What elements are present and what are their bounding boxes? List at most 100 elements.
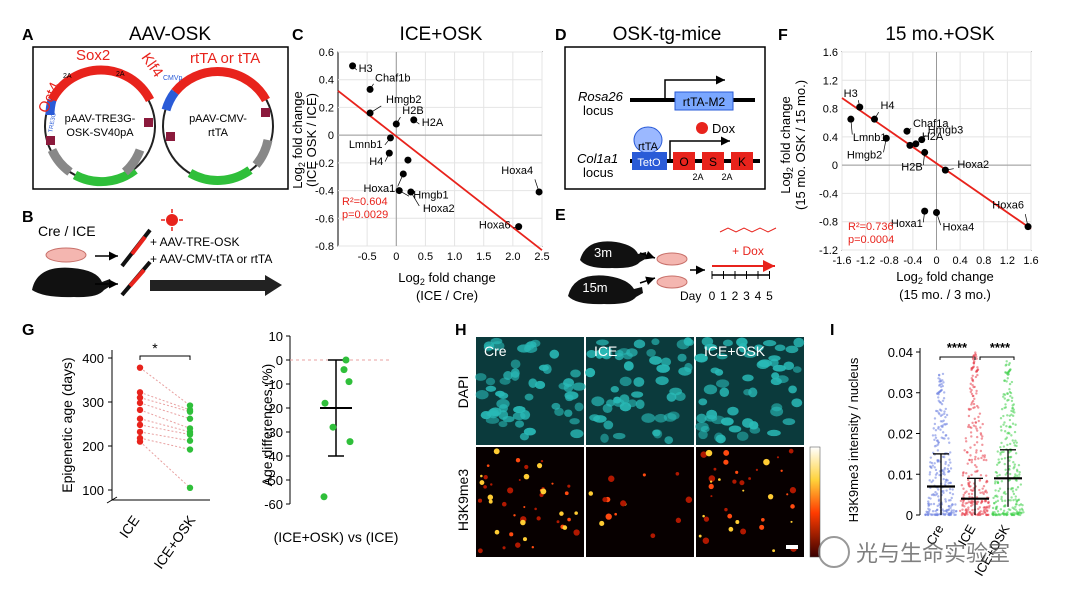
cell-point xyxy=(924,513,927,516)
nucleus xyxy=(565,394,574,402)
foci xyxy=(620,500,627,507)
cell-point xyxy=(961,474,965,477)
cell-point xyxy=(1010,380,1014,384)
y-tick-label: -10 xyxy=(264,377,283,392)
foci xyxy=(573,529,580,536)
nucleus xyxy=(498,420,508,428)
cell-point xyxy=(1000,457,1004,461)
cell-point xyxy=(964,440,968,443)
difference-point xyxy=(345,378,353,386)
arrow xyxy=(639,276,656,286)
foci xyxy=(477,498,483,503)
nucleus xyxy=(677,353,687,362)
nucleus xyxy=(485,385,497,392)
difference-point xyxy=(321,399,329,407)
x-tick-label: -1.6 xyxy=(833,255,852,267)
cell-point xyxy=(993,510,996,514)
cell-point xyxy=(975,370,979,373)
cell-point xyxy=(950,496,953,500)
cell-point xyxy=(970,512,973,515)
cell-point xyxy=(998,473,1001,477)
point-label: Hoxa4 xyxy=(943,222,975,234)
cell-point xyxy=(1006,392,1009,396)
panel-letter: F xyxy=(778,27,788,44)
p-value: p=0.0004 xyxy=(848,234,894,246)
point-label: H4 xyxy=(880,100,894,112)
wechat-icon xyxy=(818,536,850,568)
cell-point xyxy=(929,461,932,464)
label-cmvp: CMVp xyxy=(163,75,183,82)
culture-dish xyxy=(656,275,688,289)
x-tick-label: 0.4 xyxy=(952,255,967,267)
cell-point xyxy=(971,421,974,425)
nucleus xyxy=(585,367,596,378)
nucleus xyxy=(534,380,546,390)
point-label: H3 xyxy=(359,63,373,75)
foci xyxy=(540,459,544,463)
cell-point xyxy=(970,435,973,438)
day-tick-label: 3 xyxy=(743,289,750,303)
leader-line xyxy=(384,137,391,146)
foci xyxy=(488,499,493,504)
cell-point xyxy=(1016,486,1020,489)
panel-letter: H xyxy=(455,322,467,339)
cell-point xyxy=(939,428,942,431)
nucleus xyxy=(641,413,656,423)
cell-point xyxy=(1006,377,1009,380)
cell-point xyxy=(975,449,978,452)
cell-point xyxy=(994,513,997,517)
point-label: Hmgb2 xyxy=(386,94,421,106)
foci xyxy=(708,475,716,482)
foci xyxy=(759,524,765,530)
cell-point xyxy=(1015,441,1018,444)
y-tick-label: -30 xyxy=(264,425,283,440)
cell-point xyxy=(971,394,975,398)
cell-point xyxy=(991,512,994,515)
nucleus xyxy=(715,379,730,388)
nucleus xyxy=(736,337,748,347)
data-point xyxy=(906,141,914,149)
cell-point xyxy=(987,501,990,504)
cell-point xyxy=(1009,395,1012,398)
cell-point xyxy=(975,470,979,473)
cell-point xyxy=(981,487,984,490)
cell-point xyxy=(929,497,932,500)
nucleus xyxy=(701,336,714,347)
promoter-arrow xyxy=(664,75,725,100)
y-tick-label: -0.8 xyxy=(819,217,838,229)
cell-point xyxy=(966,510,969,513)
cell-point xyxy=(971,508,974,512)
cell-point xyxy=(975,392,978,395)
cell-point xyxy=(1002,450,1005,454)
foci xyxy=(480,474,483,478)
nucleus xyxy=(523,427,536,436)
foci xyxy=(540,488,547,495)
nucleus xyxy=(785,345,799,354)
cell-point xyxy=(950,504,953,508)
foci xyxy=(790,504,795,509)
cell-point xyxy=(1003,397,1006,400)
panel-b: B Cre / ICE + AAV-TRE-OSK + AAV-CMV-tTA … xyxy=(22,209,282,298)
label-2a: 2A xyxy=(692,172,703,182)
cell-point xyxy=(940,409,943,412)
nucleus xyxy=(771,372,780,380)
age-15m: 15m xyxy=(582,280,607,295)
cell-point xyxy=(982,506,986,509)
cell-point xyxy=(947,437,950,440)
panel-letter: D xyxy=(555,27,567,44)
cell-point xyxy=(954,510,958,513)
cell-point xyxy=(936,504,939,508)
watermark-text: 光与生命实验室 xyxy=(856,541,1011,566)
injection-label: + AAV-TRE-OSK xyxy=(150,235,239,249)
cell-point xyxy=(972,358,975,361)
gene-box-s xyxy=(702,152,724,170)
scale-bar xyxy=(786,545,798,549)
cell-point xyxy=(939,401,942,404)
cell-point xyxy=(983,510,987,514)
foci xyxy=(588,491,594,496)
foci xyxy=(740,528,747,535)
nucleus xyxy=(510,359,521,369)
leader-line xyxy=(397,173,404,187)
cell-point xyxy=(1002,513,1006,517)
cell-point xyxy=(943,391,946,394)
